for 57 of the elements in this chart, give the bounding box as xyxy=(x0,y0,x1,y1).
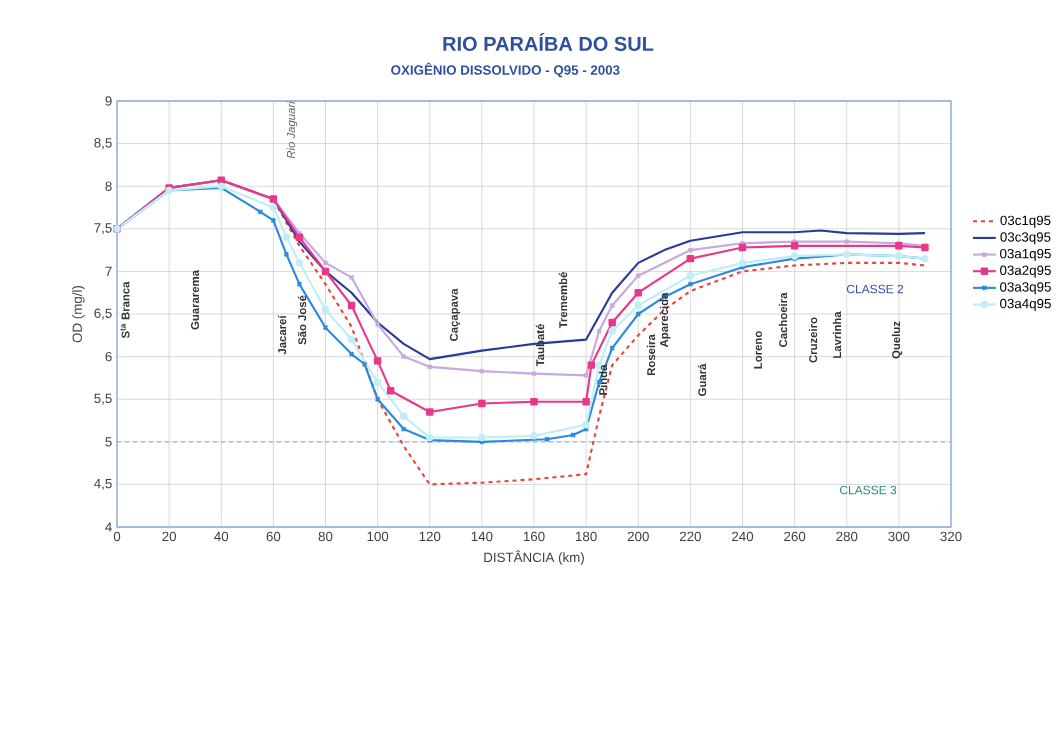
annotation: Caçapava xyxy=(449,288,461,342)
x-tick-label: 80 xyxy=(318,531,333,542)
y-tick-label: 9 xyxy=(105,96,112,106)
y-tick-label: 5 xyxy=(105,437,112,447)
legend-label: 03a3q95 xyxy=(1000,282,1051,295)
annotation: Cachoeira xyxy=(778,292,788,347)
annotation: Roseira xyxy=(646,334,656,376)
legend-label: 03a1q95 xyxy=(1000,248,1051,261)
y-tick-label: 7 xyxy=(105,266,112,276)
y-tick-label: 8,5 xyxy=(94,138,112,150)
annotation: Aparecida xyxy=(659,292,671,348)
x-tick-label: 300 xyxy=(888,531,910,542)
annotation: Lavrinha xyxy=(832,311,842,358)
chart-title: RIO PARAÍBA DO SUL xyxy=(443,33,654,51)
x-tick-label: 60 xyxy=(266,531,281,542)
annotation: Guará xyxy=(697,363,707,396)
annotation: Jacareí xyxy=(277,315,287,355)
y-tick-label: 6,5 xyxy=(94,308,112,320)
legend-label: 03c1q95 xyxy=(1000,215,1051,228)
x-tick-label: 180 xyxy=(576,531,597,542)
annotation: Queluz xyxy=(891,321,903,359)
legend-label: 03a2q95 xyxy=(1000,265,1051,278)
y-tick-label: 5,5 xyxy=(94,393,112,405)
x-tick-label: 0 xyxy=(113,531,121,542)
annotation: Guararema xyxy=(191,270,200,330)
annotation: CLASSE 2 xyxy=(846,284,904,294)
y-axis-title: OD (mg/l) xyxy=(72,285,85,343)
x-axis-title: DISTÂNCIA (km) xyxy=(484,550,584,565)
x-tick-label: 140 xyxy=(471,531,493,542)
y-tick-label: 4,5 xyxy=(94,478,112,490)
annotation: Rio Jaguari xyxy=(286,101,298,159)
y-tick-label: 8 xyxy=(105,181,112,191)
annotation: S$^{ta}$ Branca xyxy=(120,281,130,339)
legend-label: 03c3q95 xyxy=(1000,232,1051,245)
x-tick-label: 20 xyxy=(162,531,177,542)
annotation: CLASSE 3 xyxy=(839,485,897,495)
annotation: Loreno xyxy=(754,331,762,369)
x-tick-label: 260 xyxy=(784,531,806,542)
x-tick-label: 40 xyxy=(214,531,229,542)
y-tick-label: 4 xyxy=(105,522,112,532)
x-tick-label: 220 xyxy=(679,531,701,542)
annotation: Pinda xyxy=(598,364,608,395)
chart-subtitle: OXIGÊNIO DISSOLVIDO - Q95 - 2003 xyxy=(391,62,620,78)
x-tick-label: 160 xyxy=(523,531,545,542)
x-tick-label: 240 xyxy=(732,531,754,542)
y-tick-label: 7,5 xyxy=(94,223,112,235)
annotation: Cruzeiro xyxy=(808,317,818,363)
x-tick-label: 280 xyxy=(836,531,858,542)
y-tick-label: 6 xyxy=(105,351,112,362)
legend-label: 03a4q95 xyxy=(1000,298,1051,311)
annotation: Taubaté xyxy=(535,324,545,367)
x-tick-label: 200 xyxy=(627,531,649,542)
x-tick-label: 120 xyxy=(419,531,441,542)
x-tick-label: 320 xyxy=(940,531,962,542)
annotation: São José xyxy=(297,295,307,345)
annotation: Tremembé xyxy=(558,272,568,329)
x-tick-label: 100 xyxy=(367,531,389,542)
